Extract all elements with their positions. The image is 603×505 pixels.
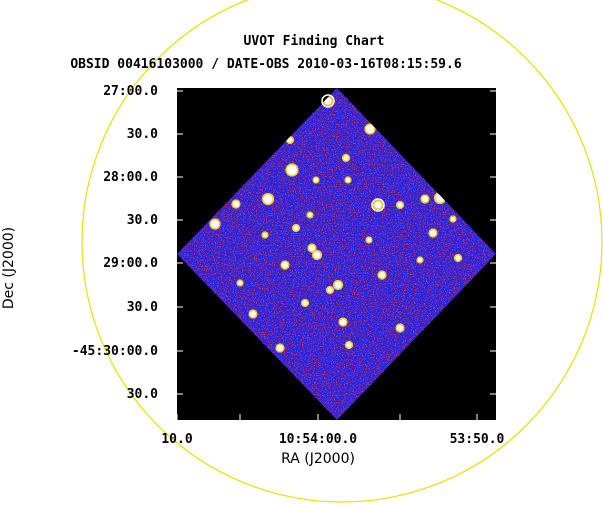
star [397,202,403,208]
star [287,137,293,143]
y-tick-label: 30.0 [127,213,158,228]
star [277,345,283,351]
y-tick-label: 30.0 [127,387,158,402]
y-tick-label: -45:30:00.0 [72,344,158,359]
star [430,230,436,236]
star [422,196,428,202]
y-axis-label: Dec (J2000) [1,227,17,309]
x-tick-label: 53:50.0 [450,432,505,447]
star [379,272,385,278]
star [346,342,352,348]
star [343,155,349,161]
star [302,300,308,306]
x-tick-label: 10.0 [161,432,192,447]
star [418,258,422,262]
star [340,319,346,325]
star [314,178,318,182]
star [397,325,403,331]
x-tick-label: 10:54:00.0 [279,432,357,447]
star [293,225,299,231]
star [334,281,342,289]
star [308,213,312,217]
star [250,311,256,317]
star [282,262,288,268]
field-circle [81,0,603,503]
x-axis-label: RA (J2000) [281,451,355,467]
star [374,201,382,209]
y-axis-ticks: 27:00.0 30.0 28:00.0 30.0 29:00.0 30.0 -45:30:… [72,84,158,402]
tick-marks [176,90,496,420]
star [367,238,371,242]
star [366,125,374,133]
y-tick-label: 30.0 [127,127,158,142]
star [211,220,219,228]
star [324,97,332,105]
star [313,251,321,259]
chart-subtitle: OBSID 00416103000 / DATE-OBS 2010-03-16T… [70,57,462,72]
y-tick-label: 30.0 [127,300,158,315]
y-tick-label: 28:00.0 [103,170,158,185]
y-tick-label: 27:00.0 [103,84,158,99]
star [238,281,242,285]
star [451,217,455,221]
star [287,165,297,175]
stars-layer [209,95,463,353]
star [346,178,350,182]
target-marker-2 [371,198,385,212]
star [263,233,267,237]
star [455,255,461,261]
star [309,245,315,251]
star [327,287,333,293]
target-marker-1 [321,94,335,108]
y-tick-label: 29:00.0 [103,256,158,271]
star [233,201,239,207]
chart-title: UVOT Finding Chart [244,34,385,49]
star [263,194,273,204]
